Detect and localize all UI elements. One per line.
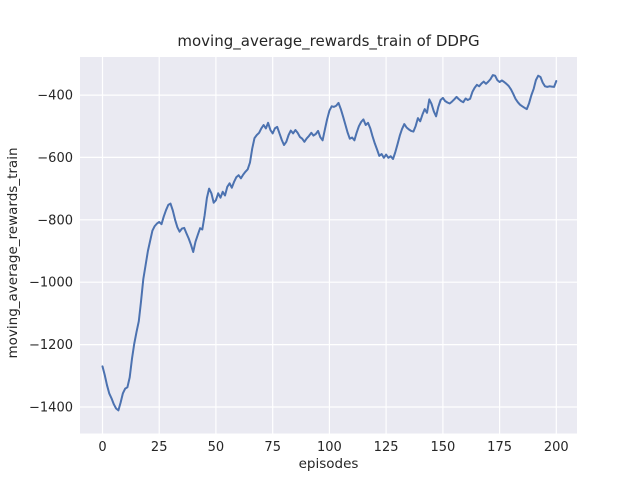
x-tick-label: 75 [264,440,281,455]
x-tick-label: 125 [374,440,399,455]
y-tick-label: −400 [37,89,73,104]
x-tick-label: 50 [208,440,225,455]
plot-area [80,57,577,434]
chart-title: moving_average_rewards_train of DDPG [177,32,479,51]
y-tick-label: −800 [37,213,73,228]
reward-line [101,74,558,412]
x-axis-label: episodes [299,456,359,472]
y-tick-label: −600 [37,151,73,166]
x-tick-label: 175 [487,440,512,455]
y-tick-label: −1200 [29,338,73,353]
x-tick-label: 25 [151,440,168,455]
x-tick-labels: 0 25 50 75 100 125 150 175 200 [98,440,568,455]
y-tick-labels: −1400 −1200 −1000 −800 −600 −400 [29,89,73,416]
x-tick-label: 0 [98,440,106,455]
y-tick-label: −1000 [29,276,73,291]
x-tick-label: 150 [430,440,455,455]
gridlines [80,57,577,434]
x-tick-label: 100 [317,440,342,455]
y-axis-label: moving_average_rewards_train [5,147,21,358]
y-tick-label: −1400 [29,401,73,416]
x-tick-label: 200 [544,440,569,455]
